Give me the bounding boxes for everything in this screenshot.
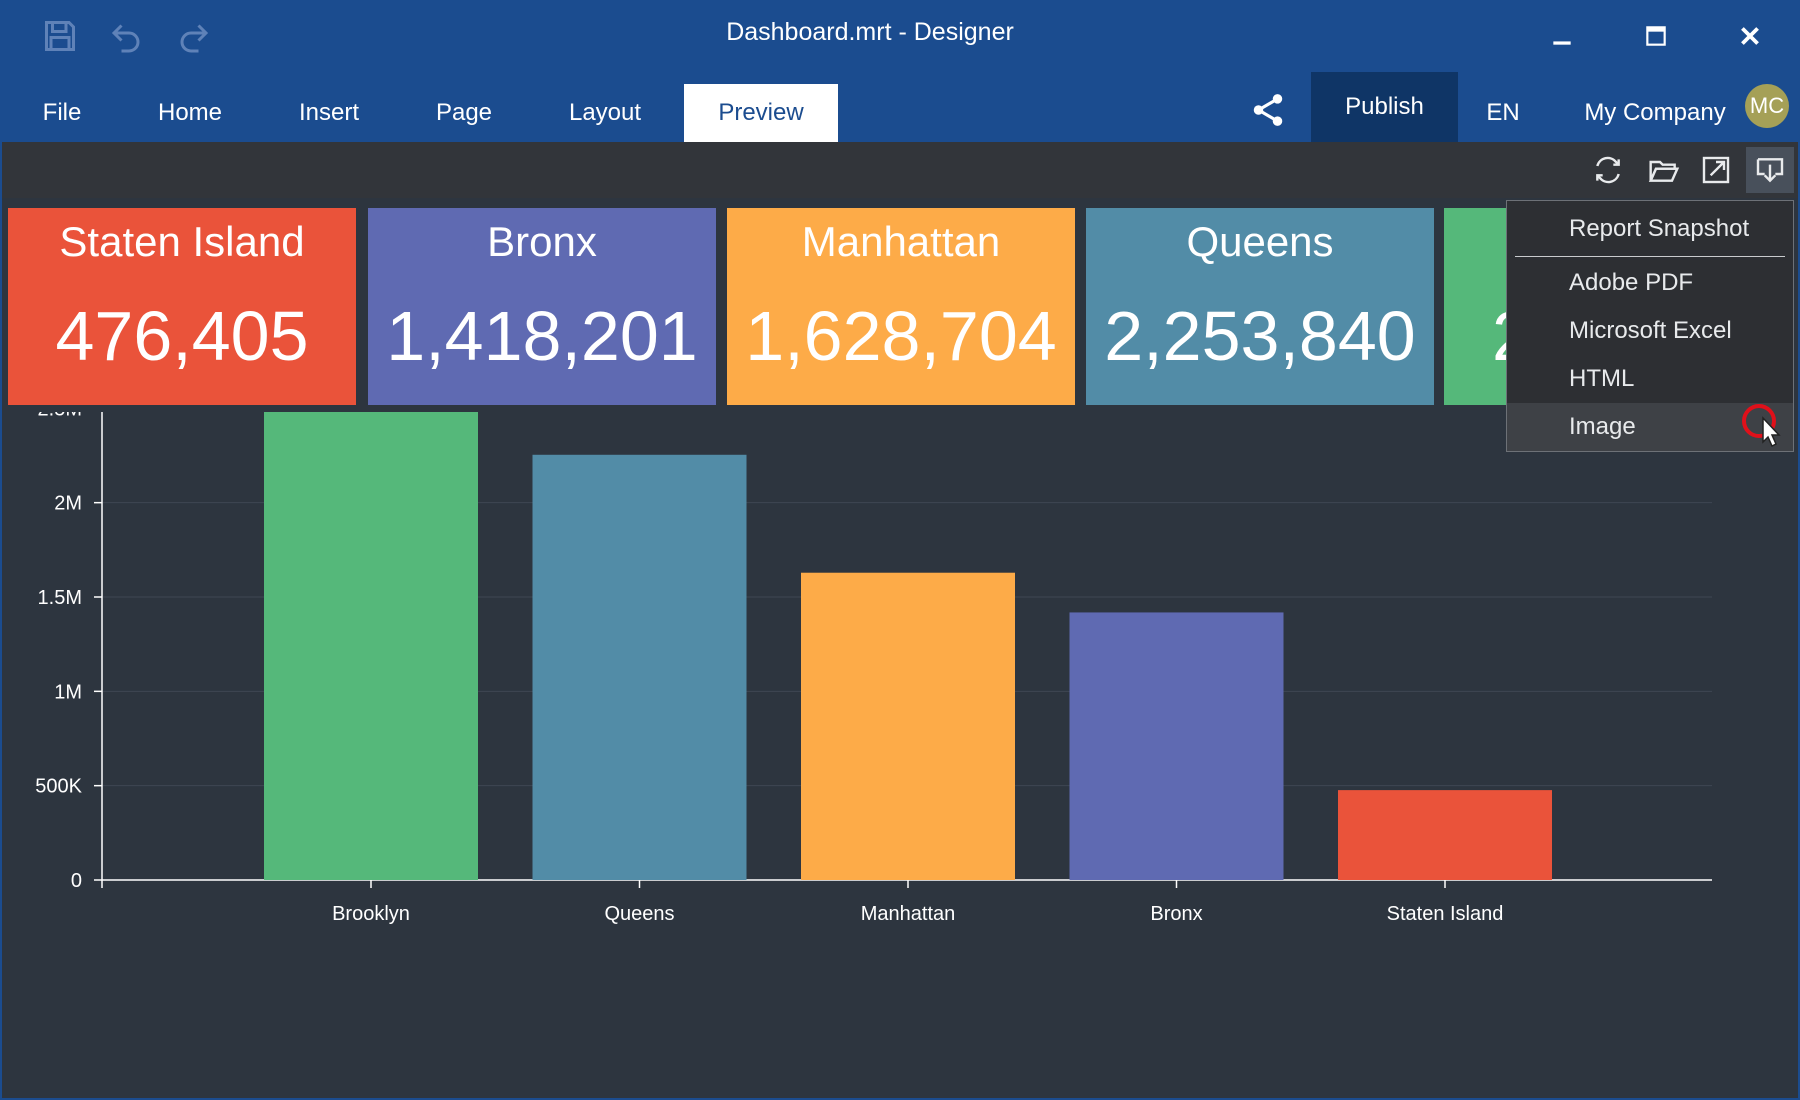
y-tick-label: 0 <box>71 870 82 892</box>
tab-preview[interactable]: Preview <box>684 84 838 142</box>
y-tick-label: 500K <box>35 776 82 798</box>
y-tick-label: 1.5M <box>38 587 82 609</box>
menu-item-microsoft-excel[interactable]: Microsoft Excel <box>1569 317 1732 344</box>
kpi-value: 2 <box>1444 296 1508 376</box>
kpi-value: 1,418,201 <box>386 297 698 375</box>
account-name[interactable]: My Company <box>1584 99 1726 126</box>
redo-icon[interactable] <box>172 14 216 58</box>
publish-button[interactable]: Publish <box>1311 72 1458 142</box>
bar[interactable] <box>1069 612 1284 880</box>
minimize-icon[interactable] <box>1534 14 1590 58</box>
bar[interactable] <box>264 412 478 880</box>
full-screen-icon[interactable] <box>1692 147 1740 193</box>
kpi-value: 476,405 <box>55 297 309 375</box>
y-tick-label: 2.5M <box>38 412 82 420</box>
x-tick-label: Manhattan <box>861 903 956 925</box>
kpi-tile-partial[interactable]: 2 <box>1444 208 1508 405</box>
window-title: Dashboard.mrt - Designer <box>726 18 1014 46</box>
x-tick-label: Staten Island <box>1387 903 1504 925</box>
export-menu: Report Snapshot Adobe PDF Microsoft Exce… <box>1506 200 1794 452</box>
x-tick-label: Bronx <box>1150 903 1202 925</box>
refresh-icon[interactable] <box>1584 147 1632 193</box>
bar[interactable] <box>532 454 747 880</box>
language-selector[interactable]: EN <box>1486 99 1520 126</box>
undo-icon[interactable] <box>104 14 148 58</box>
kpi-title: Queens <box>1186 218 1334 265</box>
preview-toolbar <box>2 142 1798 198</box>
tab-layout[interactable]: Layout <box>568 99 642 126</box>
dashboard-preview: Staten Island 476,405 Bronx 1,418,201 Ma… <box>2 142 1798 1098</box>
bar-chart: 0500K1M1.5M2M2.5M3MBrooklynQueensManhatt… <box>35 412 1712 925</box>
tab-home[interactable]: Home <box>157 99 223 126</box>
title-bar: Dashboard.mrt - Designer <box>0 0 1800 72</box>
kpi-tile-queens[interactable]: Queens 2,253,840 <box>1086 208 1434 405</box>
tab-file[interactable]: File <box>42 99 82 126</box>
kpi-title: Manhattan <box>801 218 1001 265</box>
x-tick-label: Brooklyn <box>332 903 410 925</box>
share-icon[interactable] <box>1244 86 1292 134</box>
menu-separator <box>1515 256 1785 257</box>
tab-page[interactable]: Page <box>435 99 493 126</box>
x-tick-label: Queens <box>604 903 674 925</box>
avatar[interactable]: MC <box>1745 84 1789 128</box>
close-icon[interactable] <box>1722 14 1778 58</box>
maximize-icon[interactable] <box>1628 14 1684 58</box>
save-icon[interactable] <box>38 14 82 58</box>
menu-item-report-snapshot[interactable]: Report Snapshot <box>1569 215 1750 242</box>
open-folder-icon[interactable] <box>1640 147 1688 193</box>
kpi-tile-staten-island[interactable]: Staten Island 476,405 <box>8 208 356 405</box>
y-tick-label: 2M <box>54 493 82 515</box>
tab-insert[interactable]: Insert <box>298 99 360 126</box>
menu-item-html[interactable]: HTML <box>1569 365 1635 392</box>
bar[interactable] <box>801 572 1015 880</box>
kpi-tile-bronx[interactable]: Bronx 1,418,201 <box>368 208 716 405</box>
bar[interactable] <box>1338 790 1552 880</box>
kpi-value: 2,253,840 <box>1104 297 1416 375</box>
kpi-title: Bronx <box>487 218 597 265</box>
kpi-tile-manhattan[interactable]: Manhattan 1,628,704 <box>727 208 1075 405</box>
ribbon-tabs: File Home Insert Page Layout Preview Pub… <box>0 72 1800 142</box>
mouse-cursor-icon <box>1742 404 1781 448</box>
kpi-title: Staten Island <box>59 218 305 265</box>
menu-item-adobe-pdf[interactable]: Adobe PDF <box>1569 269 1694 296</box>
kpi-value: 1,628,704 <box>745 297 1057 375</box>
export-icon[interactable] <box>1746 147 1794 193</box>
y-tick-label: 1M <box>54 681 82 703</box>
